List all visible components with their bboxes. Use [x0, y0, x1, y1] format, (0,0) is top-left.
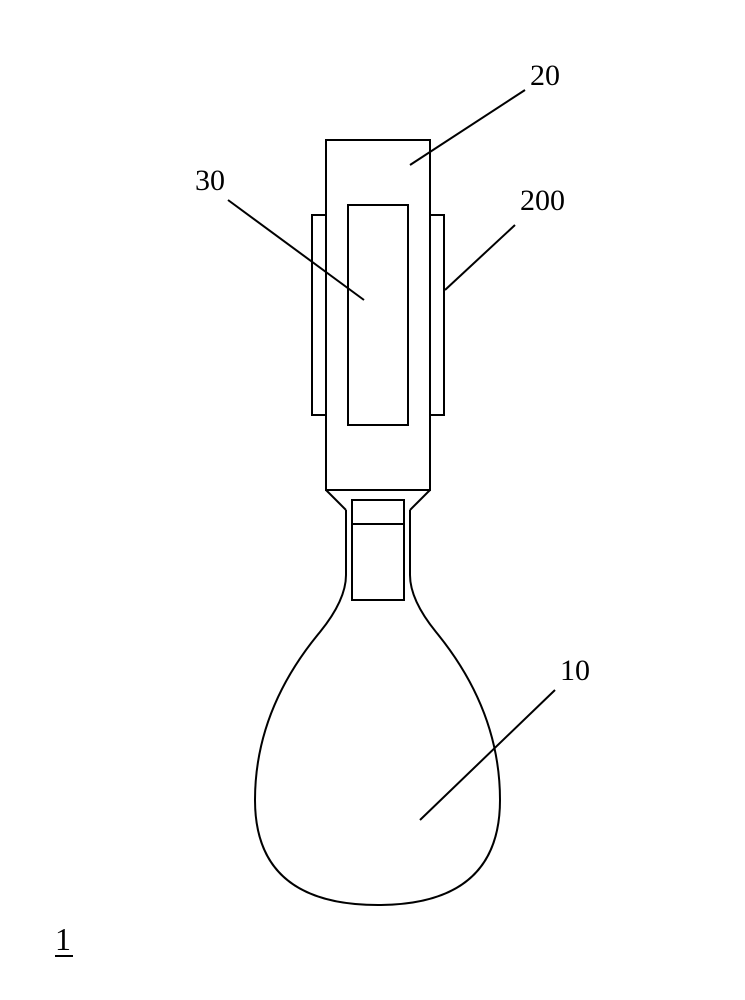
label-10: 10: [560, 654, 590, 687]
leader-line-30: [228, 200, 364, 300]
leader-line-10: [420, 690, 555, 820]
labels: 20 30 200 10: [195, 59, 590, 687]
leader-line-20: [410, 90, 525, 165]
bulb-body: [255, 510, 500, 905]
hinge-line-left: [326, 490, 346, 510]
leader-line-200: [445, 225, 515, 290]
upper-body-inner: [348, 205, 408, 425]
leader-lines: [228, 90, 555, 820]
label-200: 200: [520, 184, 565, 217]
side-block-left: [312, 215, 326, 415]
side-block-right: [430, 215, 444, 415]
technical-diagram: 20 30 200 10 1: [0, 0, 745, 1000]
label-20: 20: [530, 59, 560, 92]
hinge-rect: [352, 500, 404, 524]
hinge-line-right: [410, 490, 430, 510]
inner-tube: [352, 524, 404, 600]
figure-number: 1: [55, 921, 71, 957]
label-30: 30: [195, 164, 225, 197]
upper-body-outer: [326, 140, 430, 490]
